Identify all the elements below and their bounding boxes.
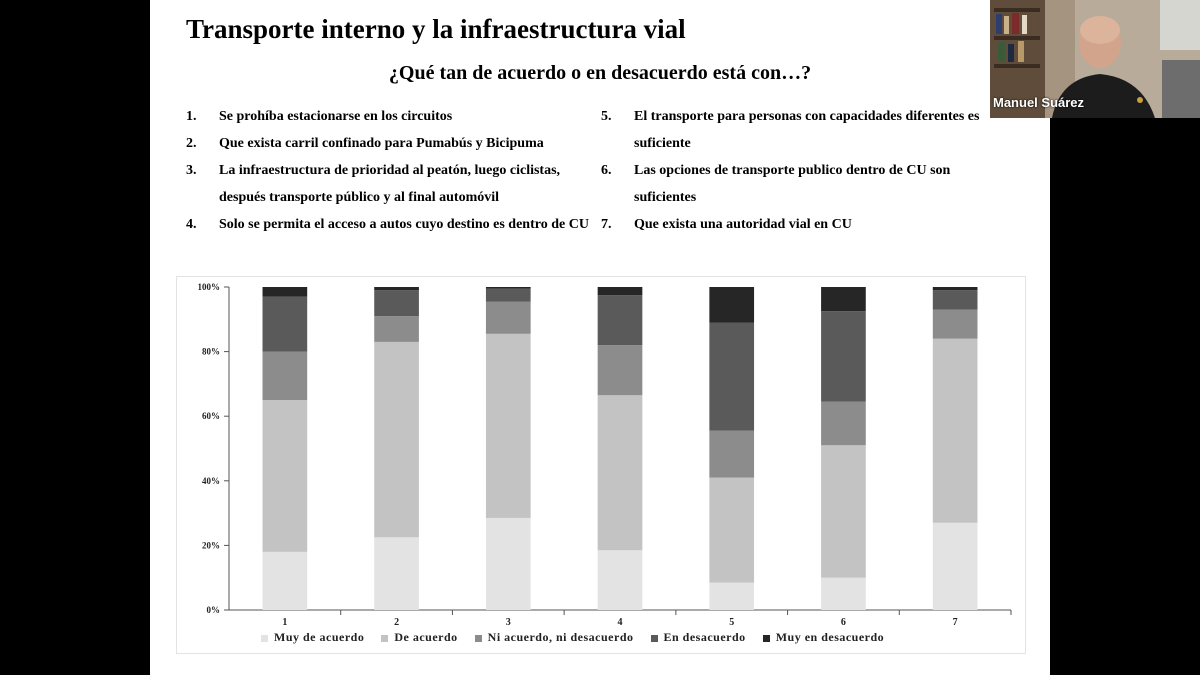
bar-segment bbox=[821, 311, 866, 402]
bar-segment bbox=[932, 522, 978, 610]
list-item-number: 5. bbox=[601, 109, 612, 124]
bar-segment bbox=[932, 287, 978, 291]
list-item-number: 1. bbox=[186, 109, 197, 124]
bar-segment bbox=[709, 430, 755, 478]
bar-segment bbox=[932, 309, 978, 339]
bar-segment bbox=[709, 322, 755, 431]
legend-label: De acuerdo bbox=[394, 630, 458, 644]
list-item-number: 7. bbox=[601, 217, 612, 232]
list-item-number: 6. bbox=[601, 163, 612, 178]
list-item-text: Solo se permita el acceso a autos cuyo d… bbox=[219, 217, 589, 232]
y-tick-label: 40% bbox=[202, 476, 220, 486]
list-item-number: 2. bbox=[186, 136, 197, 151]
y-tick-label: 80% bbox=[202, 347, 220, 357]
bar-segment bbox=[374, 287, 419, 291]
bar-segment bbox=[485, 301, 531, 334]
legend-item: En desacuerdo bbox=[650, 630, 746, 645]
bar-segment bbox=[374, 341, 419, 538]
x-tick-label: 2 bbox=[394, 617, 399, 628]
bar-segment bbox=[262, 351, 308, 401]
presentation-slide: Transporte interno y la infraestructura … bbox=[150, 0, 1050, 675]
bar-segment bbox=[597, 345, 643, 396]
bar-segment bbox=[932, 290, 978, 310]
list-item-text: Se prohíba estacionarse en los circuitos bbox=[219, 109, 453, 124]
bar-segment bbox=[374, 290, 419, 317]
x-tick-label: 5 bbox=[729, 617, 734, 628]
bar-segment bbox=[597, 295, 643, 346]
bar-segment bbox=[821, 577, 866, 610]
bar-segment bbox=[374, 316, 419, 342]
list-item-number: 4. bbox=[186, 217, 197, 232]
legend-item: Ni acuerdo, ni desacuerdo bbox=[474, 630, 634, 645]
bar-segment bbox=[485, 333, 531, 518]
x-tick-label: 3 bbox=[506, 617, 511, 628]
legend-swatch bbox=[650, 634, 658, 642]
stacked-bar-chart: 0% 20% 40% 60% 80% 100% 1 2 3 4 5 6 7 bbox=[198, 282, 1012, 628]
x-tick-label: 1 bbox=[282, 617, 287, 628]
list-item-number: 3. bbox=[186, 163, 197, 178]
participant-name-label: Manuel Suárez bbox=[993, 95, 1085, 110]
bar-segment bbox=[821, 445, 866, 578]
x-tick-label: 7 bbox=[953, 617, 958, 628]
bar-segment bbox=[374, 537, 419, 610]
bar-segment bbox=[262, 287, 308, 297]
legend-label: Ni acuerdo, ni desacuerdo bbox=[487, 630, 634, 644]
list-item-text: Las opciones de transporte publico dentr… bbox=[634, 163, 951, 205]
slide-subtitle: ¿Qué tan de acuerdo o en desacuerdo está… bbox=[388, 62, 812, 84]
bar-segment bbox=[709, 287, 755, 323]
list-item-text: Que exista carril confinado para Pumabús… bbox=[219, 136, 544, 151]
x-tick-label: 4 bbox=[618, 617, 623, 628]
legend-label: En desacuerdo bbox=[663, 630, 746, 644]
chart-legend: Muy de acuerdo De acuerdo Ni acuerdo, ni d… bbox=[261, 630, 901, 645]
bar-segment bbox=[932, 338, 978, 523]
legend-item: Muy en desacuerdo bbox=[762, 630, 885, 645]
bar-segment bbox=[821, 401, 866, 446]
bar-segment bbox=[485, 517, 531, 610]
bar-segment bbox=[597, 550, 643, 610]
y-tick-label: 100% bbox=[198, 282, 221, 292]
x-tick-label: 6 bbox=[841, 617, 846, 628]
bar-segment bbox=[821, 287, 866, 312]
legend-item: De acuerdo bbox=[381, 630, 457, 645]
legend-swatch bbox=[762, 634, 770, 642]
bar-segment bbox=[485, 287, 531, 289]
bar-segment bbox=[709, 477, 755, 583]
bar-segment bbox=[485, 288, 531, 302]
legend-label: Muy en desacuerdo bbox=[775, 630, 885, 644]
bar-segment bbox=[709, 582, 755, 610]
list-item-text: Que exista una autoridad vial en CU bbox=[634, 217, 852, 232]
bar-segment bbox=[262, 551, 308, 610]
y-tick-label: 20% bbox=[202, 540, 220, 550]
chart-container: 0% 20% 40% 60% 80% 100% 1 2 3 4 5 6 7 Muy de acuerdo… bbox=[176, 276, 1026, 654]
bar-segment bbox=[262, 296, 308, 352]
list-item-text: El transporte para personas con capacida… bbox=[634, 109, 980, 151]
bar-segment bbox=[597, 287, 643, 296]
legend-item: Muy de acuerdo bbox=[261, 630, 364, 645]
participant-video-frame bbox=[990, 0, 1200, 118]
bar-segment bbox=[262, 400, 308, 552]
legend-swatch bbox=[261, 634, 268, 642]
legend-label: Muy de acuerdo bbox=[274, 630, 365, 644]
legend-swatch bbox=[474, 634, 482, 642]
y-tick-label: 0% bbox=[207, 605, 221, 615]
y-tick-label: 60% bbox=[202, 411, 220, 421]
slide-title: Transporte interno y la infraestructura … bbox=[186, 14, 686, 44]
bar-segment bbox=[597, 395, 643, 551]
list-item-text: La infraestructura de prioridad al peató… bbox=[219, 163, 561, 205]
legend-swatch bbox=[381, 634, 389, 642]
participant-video-tile[interactable]: Manuel Suárez bbox=[990, 0, 1200, 118]
